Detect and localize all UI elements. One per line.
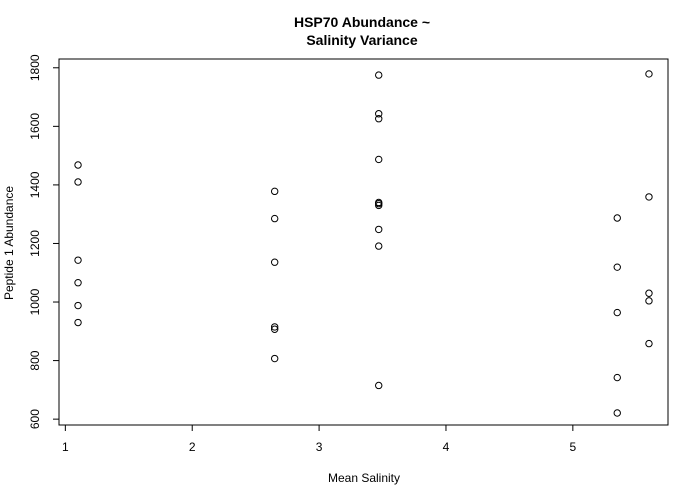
data-point	[74, 161, 82, 169]
data-point	[74, 318, 82, 327]
chart-title-line-2: Salinity Variance	[306, 32, 417, 48]
data-point	[613, 409, 621, 417]
data-points	[74, 70, 653, 417]
y-tick-label: 1800	[28, 54, 42, 81]
data-point	[375, 201, 383, 210]
data-point	[645, 289, 653, 297]
data-point	[375, 225, 383, 234]
data-point	[375, 198, 383, 207]
data-point	[74, 278, 82, 287]
data-point	[270, 258, 279, 266]
x-tick-label: 3	[316, 440, 323, 454]
data-point	[270, 323, 279, 331]
y-axis: 600 800 1000 1200 1400 1600 1800	[28, 54, 60, 429]
data-point	[645, 70, 653, 78]
plot-frame	[58, 58, 669, 426]
data-point	[375, 115, 383, 123]
chart-title: HSP70 Abundance ~ Salinity Variance	[294, 14, 430, 48]
y-tick-label: 1000	[28, 288, 42, 315]
data-point	[270, 325, 279, 333]
x-tick-label: 1	[62, 440, 69, 454]
y-tick-label: 1200	[28, 230, 42, 257]
data-point	[645, 339, 653, 348]
data-point	[375, 381, 383, 390]
x-axis-label: Mean Salinity	[328, 471, 400, 485]
data-point	[645, 297, 653, 305]
y-tick-label: 1600	[28, 113, 42, 140]
x-tick-label: 4	[443, 440, 450, 454]
data-point	[613, 214, 621, 222]
x-axis: 1 2 3 4 5	[62, 424, 577, 454]
data-point	[74, 178, 82, 186]
data-point	[645, 193, 653, 201]
data-point	[270, 354, 279, 363]
data-point	[375, 110, 383, 118]
x-tick-label: 2	[189, 440, 196, 454]
y-axis-label: Peptide 1 Abundance	[2, 186, 16, 300]
data-point	[613, 308, 621, 317]
data-point	[74, 256, 82, 264]
chart-title-line-1: HSP70 Abundance ~	[294, 14, 430, 30]
x-tick-label: 5	[570, 440, 577, 454]
data-point	[613, 373, 621, 382]
y-tick-label: 1400	[28, 171, 42, 198]
y-tick-label: 800	[28, 350, 42, 370]
data-point	[375, 71, 383, 79]
y-tick-label: 600	[28, 409, 42, 429]
data-point	[375, 155, 383, 164]
data-point	[613, 263, 621, 271]
data-point	[74, 301, 82, 310]
data-point	[270, 214, 279, 223]
data-point	[375, 242, 383, 250]
data-point	[270, 187, 279, 196]
